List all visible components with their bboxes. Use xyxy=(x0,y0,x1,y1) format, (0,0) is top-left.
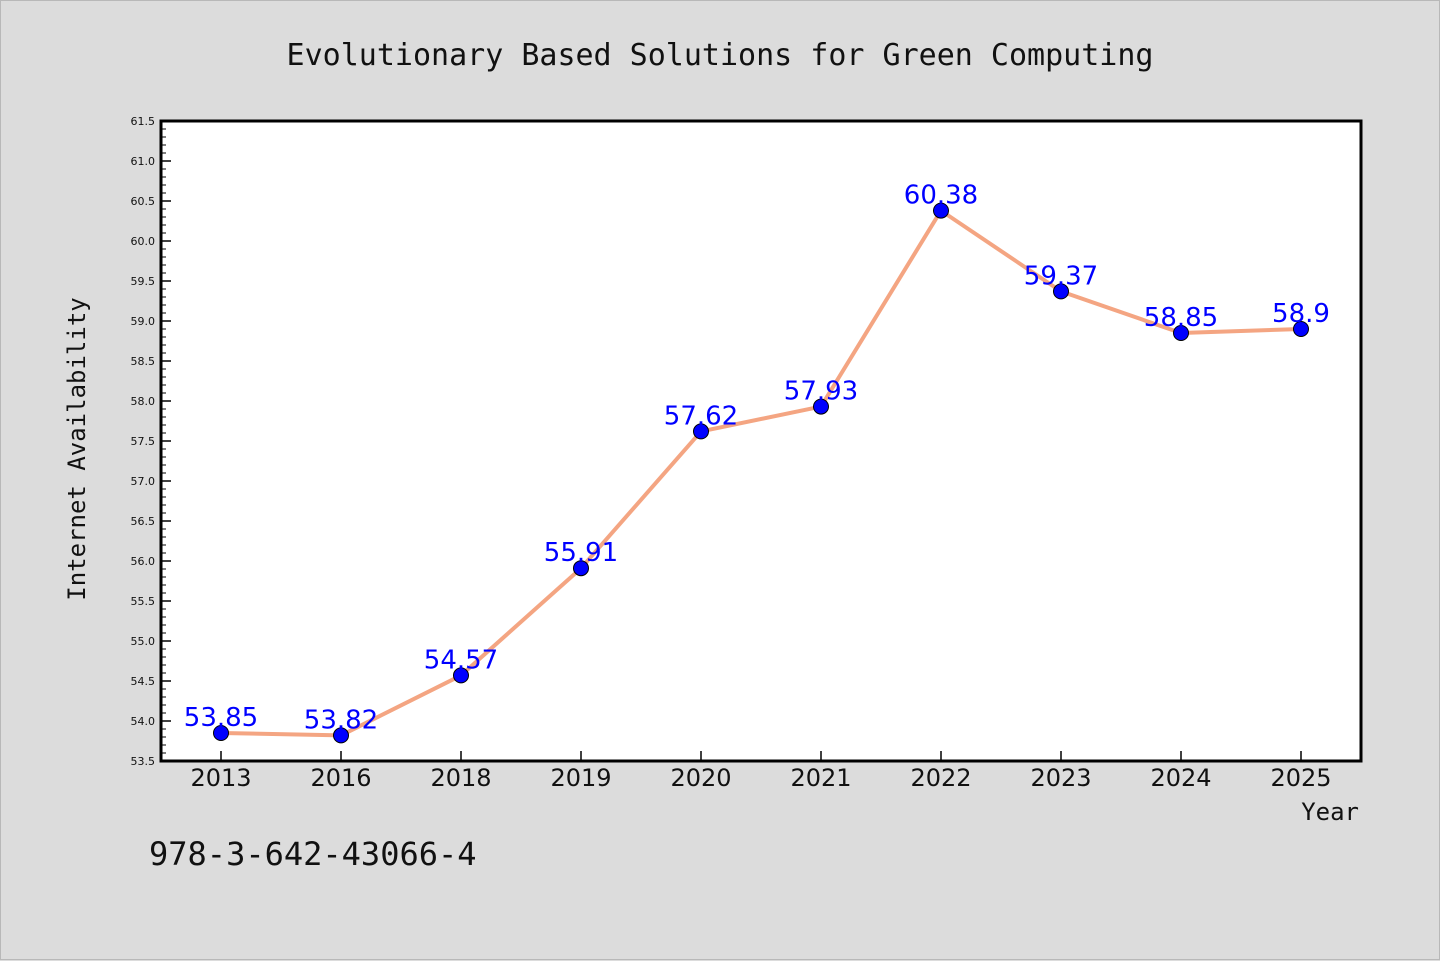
data-point xyxy=(573,560,589,577)
y-tick-label: 61.0 xyxy=(131,155,156,168)
data-point xyxy=(333,727,349,744)
y-tick-label: 57.0 xyxy=(131,475,156,488)
data-point xyxy=(813,398,829,415)
data-point xyxy=(213,725,229,741)
x-axis: 2013 2016 2018 2019 2020 2021 2022 2023 2024 2025 xyxy=(190,751,1332,792)
y-tick-label: 59.0 xyxy=(131,315,156,328)
data-label: 53.82 xyxy=(304,705,378,735)
x-tick-label: 2024 xyxy=(1150,764,1211,792)
data-point xyxy=(453,667,469,684)
y-tick-label: 58.0 xyxy=(131,395,156,408)
data-label: 57.93 xyxy=(784,377,858,407)
y-tick-label: 54.5 xyxy=(131,675,156,688)
x-tick-label: 2013 xyxy=(190,764,251,792)
plot-area xyxy=(159,119,1363,763)
data-label: 53.85 xyxy=(184,703,258,733)
x-tick-label: 2016 xyxy=(310,764,371,792)
data-point xyxy=(1173,325,1189,341)
data-label: 58.9 xyxy=(1272,299,1330,329)
y-tick-label: 55.5 xyxy=(131,595,156,608)
chart-title: Evolutionary Based Solutions for Green C… xyxy=(287,38,1154,73)
series-line xyxy=(219,208,1303,738)
data-label-layer: 53.85 53.82 54.57 55.91 57.62 57.93 60.38 59.37… xyxy=(184,181,1330,736)
data-point xyxy=(1293,321,1309,337)
data-label: 58.85 xyxy=(1144,303,1218,333)
y-tick-label: 56.5 xyxy=(131,515,156,528)
y-axis-label: Internet Availability xyxy=(63,297,91,600)
y-tick-label: 57.5 xyxy=(131,435,156,448)
data-label: 57.62 xyxy=(664,401,738,431)
y-tick-label: 54.0 xyxy=(131,715,156,728)
y-tick-label: 56.0 xyxy=(131,555,156,568)
y-tick-label: 61.5 xyxy=(131,115,156,128)
data-point xyxy=(1053,283,1069,300)
x-tick-label: 2018 xyxy=(430,764,491,792)
x-tick-label: 2021 xyxy=(790,764,851,792)
data-point xyxy=(933,202,949,219)
y-tick-label: 59.5 xyxy=(131,275,156,288)
x-tick-label: 2025 xyxy=(1270,764,1331,792)
x-tick-label: 2023 xyxy=(1030,764,1091,792)
x-tick-label: 2019 xyxy=(550,764,611,792)
y-tick-label: 60.0 xyxy=(131,235,156,248)
y-tick-label: 53.5 xyxy=(131,755,156,768)
x-axis-label: Year xyxy=(1301,798,1359,826)
series-layer xyxy=(213,202,1309,744)
data-label: 54.57 xyxy=(424,645,498,675)
y-axis: 53.5 54.0 54.5 55.0 55.5 56.0 56.5 57.0 57.5 58.0… xyxy=(131,115,171,768)
x-tick-label: 2022 xyxy=(910,764,971,792)
y-tick-label: 58.5 xyxy=(131,355,156,368)
isbn-footer: 978-3-642-43066-4 xyxy=(149,835,477,873)
data-point xyxy=(693,423,709,440)
x-tick-label: 2020 xyxy=(670,764,731,792)
data-label: 60.38 xyxy=(904,181,978,211)
y-tick-label: 60.5 xyxy=(131,195,156,208)
data-label: 55.91 xyxy=(544,538,618,568)
y-tick-label: 55.0 xyxy=(131,635,156,648)
data-label: 59.37 xyxy=(1024,261,1098,291)
